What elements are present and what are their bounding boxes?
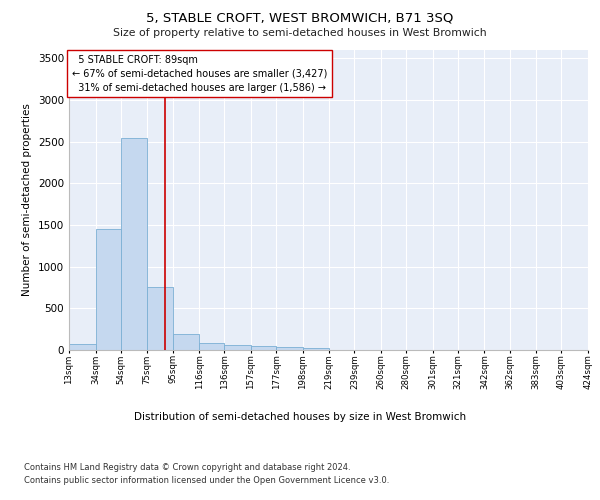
- Text: 5, STABLE CROFT, WEST BROMWICH, B71 3SQ: 5, STABLE CROFT, WEST BROMWICH, B71 3SQ: [146, 12, 454, 24]
- Text: Distribution of semi-detached houses by size in West Bromwich: Distribution of semi-detached houses by …: [134, 412, 466, 422]
- Bar: [251, 346, 276, 350]
- Bar: [121, 138, 147, 350]
- Text: Contains public sector information licensed under the Open Government Licence v3: Contains public sector information licen…: [24, 476, 389, 485]
- Text: Size of property relative to semi-detached houses in West Bromwich: Size of property relative to semi-detach…: [113, 28, 487, 38]
- Bar: [302, 348, 329, 350]
- Bar: [95, 229, 121, 350]
- Bar: [147, 286, 173, 350]
- Bar: [276, 347, 302, 350]
- Bar: [173, 334, 199, 350]
- Text: 5 STABLE CROFT: 89sqm
← 67% of semi-detached houses are smaller (3,427)
  31% of: 5 STABLE CROFT: 89sqm ← 67% of semi-deta…: [71, 54, 327, 92]
- Bar: [199, 343, 224, 350]
- Y-axis label: Number of semi-detached properties: Number of semi-detached properties: [22, 104, 32, 296]
- Bar: [69, 344, 95, 350]
- Text: Contains HM Land Registry data © Crown copyright and database right 2024.: Contains HM Land Registry data © Crown c…: [24, 462, 350, 471]
- Bar: [224, 345, 251, 350]
